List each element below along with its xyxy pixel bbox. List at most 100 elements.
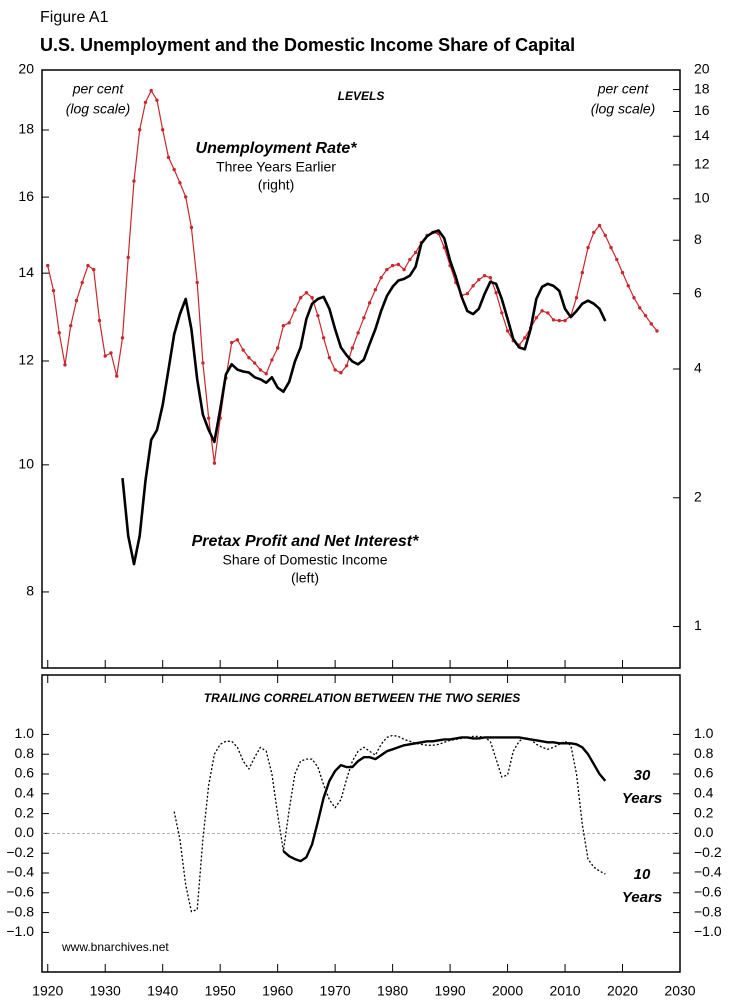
- y2-tick-label: 4: [694, 360, 702, 376]
- point: [373, 287, 378, 292]
- series-note: (right): [258, 177, 295, 193]
- point: [304, 291, 309, 295]
- point: [316, 313, 320, 318]
- point: [298, 296, 303, 300]
- point: [166, 155, 171, 160]
- y-tick-label: −0.8: [6, 903, 34, 919]
- series-note: Share of Domestic Income: [223, 552, 388, 568]
- point: [344, 364, 349, 368]
- y-tick-label: 0.0: [694, 824, 714, 840]
- point: [546, 311, 550, 315]
- point: [615, 257, 619, 262]
- left-axis-note: (log scale): [66, 101, 131, 117]
- panel-title: TRAILING CORRELATION BETWEEN THE TWO SER…: [204, 691, 520, 705]
- x-tick-label: 1970: [320, 983, 351, 999]
- y2-tick-label: 2: [694, 488, 702, 504]
- y2-tick-label: 20: [694, 61, 710, 77]
- point: [293, 308, 297, 312]
- x-tick-label: 1990: [435, 983, 466, 999]
- point: [471, 284, 475, 288]
- series-label: Years: [622, 889, 662, 906]
- y-tick-label: 0.8: [15, 745, 35, 761]
- point: [109, 351, 113, 355]
- point: [143, 100, 148, 105]
- point: [51, 288, 56, 293]
- x-tick-label: 1940: [147, 983, 178, 999]
- point: [270, 358, 274, 362]
- point: [126, 255, 130, 260]
- point: [247, 356, 251, 360]
- series-label: 10: [634, 866, 651, 883]
- series-note: (left): [291, 570, 319, 586]
- point: [385, 267, 389, 272]
- series-line: [282, 736, 607, 863]
- x-tick-label: 1980: [377, 983, 408, 999]
- y-tick-label: 0.4: [694, 785, 714, 801]
- point: [161, 128, 165, 132]
- point: [275, 346, 280, 350]
- point: [57, 331, 61, 335]
- point: [540, 309, 544, 313]
- y2-tick-label: 16: [694, 102, 710, 118]
- point: [350, 346, 355, 350]
- point: [505, 329, 510, 333]
- point: [206, 416, 211, 420]
- point: [120, 336, 125, 340]
- y-tick-label: −0.6: [6, 884, 34, 900]
- panel-title: LEVELS: [338, 89, 385, 103]
- point: [212, 461, 217, 465]
- right-axis-note: per cent: [597, 81, 650, 97]
- figure-label: Figure A1: [40, 9, 109, 26]
- point: [63, 363, 67, 367]
- point: [402, 267, 406, 272]
- point: [281, 323, 286, 328]
- point: [183, 195, 188, 199]
- y2-tick-label: 1: [694, 617, 702, 633]
- point: [149, 88, 153, 93]
- point: [580, 270, 584, 275]
- point: [655, 329, 659, 333]
- point: [189, 225, 194, 230]
- series-label: Unemployment Rate*: [196, 140, 358, 157]
- point: [574, 296, 579, 300]
- series-line: [173, 734, 606, 913]
- point: [367, 301, 372, 305]
- y2-tick-label: 14: [694, 127, 710, 143]
- point: [390, 263, 395, 268]
- point: [178, 181, 182, 185]
- y-tick-label: 12: [18, 352, 34, 368]
- y-tick-label: −0.2: [6, 844, 34, 860]
- figure-title: U.S. Unemployment and the Domestic Incom…: [40, 35, 575, 55]
- point: [379, 275, 383, 280]
- point: [465, 291, 470, 296]
- point: [229, 340, 234, 345]
- point: [264, 372, 268, 376]
- y-tick-label: 10: [18, 456, 34, 472]
- left-axis-note: per cent: [72, 81, 125, 97]
- y2-tick-label: 10: [694, 189, 710, 205]
- point: [287, 321, 291, 325]
- x-tick-label: 2020: [607, 983, 638, 999]
- y-tick-label: 14: [18, 264, 34, 280]
- point: [649, 322, 653, 326]
- x-tick-label: 2010: [549, 983, 580, 999]
- point: [321, 336, 326, 340]
- point: [500, 311, 504, 315]
- y2-tick-label: 12: [694, 156, 710, 172]
- point: [258, 368, 263, 372]
- y-tick-label: 0.2: [15, 804, 35, 820]
- point: [408, 257, 412, 262]
- point: [155, 98, 159, 102]
- point: [310, 296, 314, 300]
- y-tick-label: 1.0: [694, 725, 714, 741]
- y-tick-label: 8: [26, 583, 34, 599]
- point: [488, 275, 493, 280]
- y-tick-label: −1.0: [6, 923, 34, 939]
- series-note: Three Years Earlier: [216, 159, 336, 175]
- y-tick-label: −0.2: [694, 844, 722, 860]
- point: [103, 354, 107, 358]
- point: [632, 296, 636, 300]
- point: [86, 263, 90, 268]
- point: [356, 331, 360, 335]
- point: [523, 336, 527, 340]
